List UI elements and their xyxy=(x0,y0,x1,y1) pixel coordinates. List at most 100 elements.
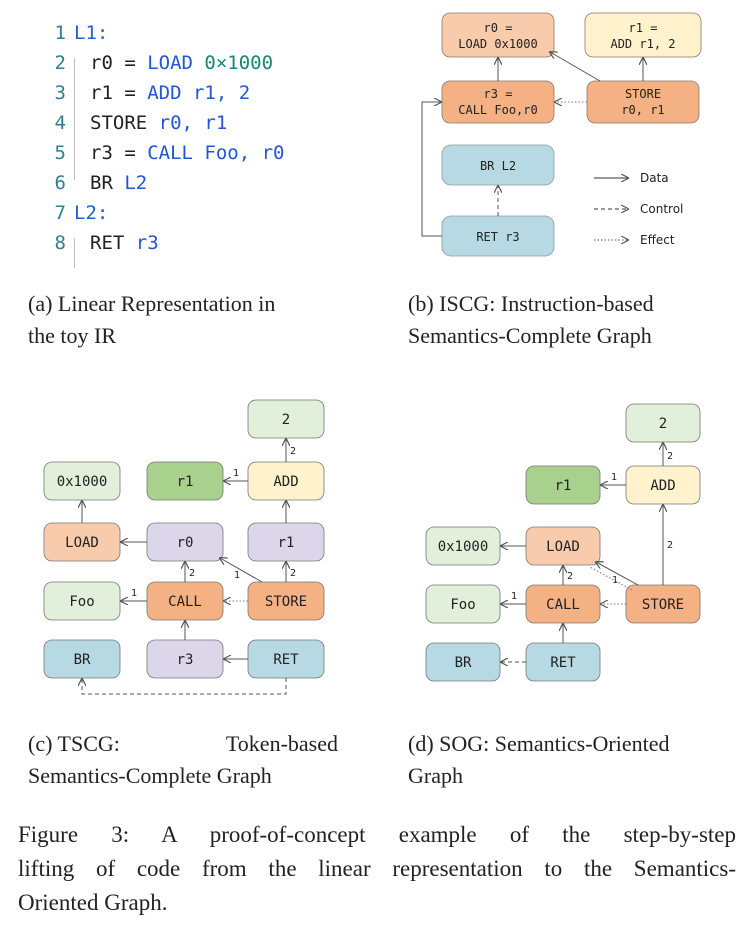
code-line: 3 r1 = ADD r1, 2 xyxy=(40,78,251,108)
node-const-label: 0x1000 xyxy=(438,539,489,555)
line-number: 5 xyxy=(54,142,66,164)
edge-label-add-two: 2 xyxy=(290,446,296,457)
node-store-line1: STORE xyxy=(625,87,661,101)
code-text: r1 = ADD r1, 2 xyxy=(90,82,250,104)
code-token: r1 xyxy=(90,82,113,104)
edge-store-load xyxy=(596,562,639,586)
line-number: 7 xyxy=(54,202,66,224)
figure-caption: Figure 3: A proof-of-concept example of … xyxy=(18,818,736,920)
code-line: 7 L2: xyxy=(40,198,109,228)
code-line: 4 STORE r0, r1 xyxy=(40,108,228,138)
figure-caption-line2: lifting of code from the linear represen… xyxy=(18,856,736,881)
caption-c-line1-left: (c) TSCG: xyxy=(28,731,120,756)
node-r1-label: r1 xyxy=(555,478,572,494)
node-load-label: LOAD xyxy=(546,539,580,555)
code-token: r0 xyxy=(90,52,113,74)
node-add-label: ADD xyxy=(273,474,298,490)
caption-d-line2: Graph xyxy=(408,763,463,788)
code-line: 5 r3 = CALL Foo, r0 xyxy=(40,138,285,168)
line-number: 2 xyxy=(54,52,66,74)
code-token: r3 xyxy=(90,142,113,164)
caption-c-row1: (c) TSCG: Token-based xyxy=(28,728,338,760)
line-number: 4 xyxy=(54,112,66,134)
edge-label-store-add: 2 xyxy=(667,540,673,551)
code-text: L2: xyxy=(74,202,109,224)
code-text: r3 = CALL Foo, r0 xyxy=(90,142,285,164)
caption-c-line2: Semantics-Complete Graph xyxy=(28,763,272,788)
tscg-diagram: 2 0x1000 r1 ADD LOAD r0 r1 Foo CALL STOR… xyxy=(43,399,325,695)
edge-label-store-r1: 2 xyxy=(290,568,296,579)
caption-a-line1: (a) Linear Representation in xyxy=(28,291,276,316)
code-bar xyxy=(74,238,75,268)
caption-c: (c) TSCG: Token-based Semantics-Complete… xyxy=(28,728,338,792)
iscg-diagram: r0 = LOAD 0x1000 r1 = ADD r1, 2 r3 = CAL… xyxy=(421,12,702,257)
node-load-label: LOAD xyxy=(65,535,99,551)
code-token: r0, r1 xyxy=(147,112,228,134)
node-br-label: BR xyxy=(455,655,472,671)
edge-label-call-foo: 1 xyxy=(511,591,517,602)
legend-effect-label: Effect xyxy=(640,233,675,247)
node-two-label: 2 xyxy=(659,416,667,432)
node-r1-top-label: r1 xyxy=(177,474,194,490)
node-two-label: 2 xyxy=(282,412,290,428)
code-text: r0 = LOAD 0×1000 xyxy=(90,52,273,74)
caption-b-line1: (b) ISCG: Instruction-based xyxy=(408,291,654,316)
code-text: RET r3 xyxy=(90,232,159,254)
node-r0-label: r0 xyxy=(177,535,194,551)
code-text: STORE r0, r1 xyxy=(90,112,227,134)
edge-label-load-call: 2 xyxy=(567,571,573,582)
node-r0-line2: LOAD 0x1000 xyxy=(458,37,537,51)
node-store-line2: r0, r1 xyxy=(621,103,664,117)
edge-store-r0 xyxy=(220,558,263,583)
node-call-label: CALL xyxy=(546,597,580,613)
node-call-label: CALL xyxy=(168,594,202,610)
edge-ret-br-control xyxy=(82,678,287,695)
code-token: r3 xyxy=(124,232,159,254)
edge-label-add-two: 2 xyxy=(667,451,673,462)
sog-diagram: 2 r1 ADD 0x1000 LOAD Foo CALL STORE BR R… xyxy=(425,403,701,682)
legend-data-label: Data xyxy=(640,171,669,185)
code-line: 1 L1: xyxy=(40,18,109,48)
code-token: = xyxy=(112,82,148,104)
code-line: 8 RET r3 xyxy=(40,228,159,258)
line-number: 1 xyxy=(54,22,66,44)
figure-caption-line3: Oriented Graph. xyxy=(18,890,168,915)
edge-store-load-effect xyxy=(589,566,633,591)
node-r3-line2: CALL Foo,r0 xyxy=(458,103,537,117)
node-r3-line1: r3 = xyxy=(484,87,513,101)
line-number: 3 xyxy=(54,82,66,104)
code-token: L2 xyxy=(112,172,148,194)
node-r3-label: r3 xyxy=(177,652,194,668)
code-line: 6 BR L2 xyxy=(40,168,148,198)
node-ret-label: RET xyxy=(273,652,299,668)
edge-label-store-r0: 1 xyxy=(234,570,240,581)
edge-label-call-foo: 1 xyxy=(131,588,137,599)
caption-c-line1-right: Token-based xyxy=(225,731,338,756)
edge-label-add-r1: 1 xyxy=(233,468,239,479)
code-token: STORE xyxy=(90,112,148,134)
line-number: 6 xyxy=(54,172,66,194)
node-r1-mid-label: r1 xyxy=(278,535,295,551)
node-store-label: STORE xyxy=(642,597,684,613)
code-token: RET xyxy=(90,232,125,254)
node-r1-line1: r1 = xyxy=(629,21,658,35)
line-number: 8 xyxy=(54,232,66,254)
node-r1-line2: ADD r1, 2 xyxy=(610,37,675,51)
caption-b-line2: Semantics-Complete Graph xyxy=(408,323,652,348)
code-token: = xyxy=(112,52,148,74)
code-token: 0×1000 xyxy=(192,52,274,74)
node-add-label: ADD xyxy=(650,478,675,494)
code-token: LOAD xyxy=(147,52,193,74)
edge-label-add-r1: 1 xyxy=(611,472,617,483)
figure-caption-line1: Figure 3: A proof-of-concept example of … xyxy=(18,822,736,847)
node-ret-label: RET xyxy=(550,655,576,671)
node-ret-label: RET r3 xyxy=(476,230,519,244)
code-token: ADD xyxy=(147,82,182,104)
code-text: BR L2 xyxy=(90,172,147,194)
caption-d-line1: (d) SOG: Semantics-Oriented xyxy=(408,731,670,756)
code-token: CALL xyxy=(147,142,193,164)
node-foo-label: Foo xyxy=(450,597,475,613)
edge-label-store-load: 1 xyxy=(612,575,618,586)
code-token: BR xyxy=(90,172,113,194)
caption-a-line2: the toy IR xyxy=(28,323,116,348)
